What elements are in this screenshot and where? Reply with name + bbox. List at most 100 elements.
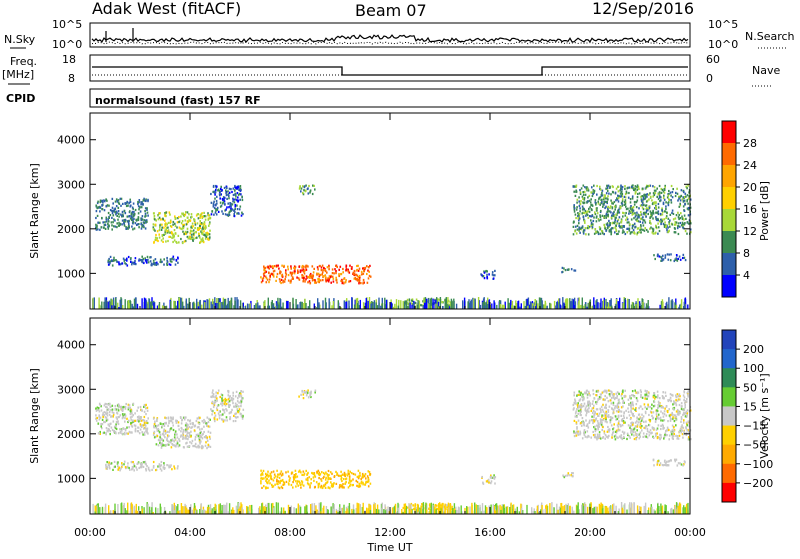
scatter-cell [122,433,124,435]
scatter-cell [616,397,618,399]
scatter-cell [638,220,640,222]
scatter-cell [412,300,414,302]
ground-scatter-cell [550,304,551,310]
ground-scatter-cell [396,299,397,309]
scatter-cell [101,208,103,210]
scatter-cell [158,424,160,426]
scatter-cell [263,277,265,279]
scatter-cell [616,395,618,397]
scatter-cell [620,196,622,198]
scatter-cell [628,197,630,199]
scatter-cell [643,224,645,226]
scatter-cell [307,482,309,484]
ground-scatter-cell [217,303,218,309]
scatter-cell [355,277,357,279]
ground-scatter-cell [384,298,385,309]
scatter-cell [612,186,614,188]
scatter-cell [488,479,490,481]
scatter-cell [629,187,631,189]
ground-scatter-cell [162,305,163,309]
scatter-cell [236,205,238,207]
scatter-cell [636,429,638,431]
scatter-cell [669,435,671,437]
scatter-cell [142,260,144,262]
scatter-cell [110,256,112,258]
scatter-cell [673,213,675,215]
scatter-cell [361,273,363,275]
scatter-cell [679,404,681,406]
scatter-cell [217,405,219,407]
scatter-cell [106,200,108,202]
scatter-cell [229,412,231,414]
scatter-cell [153,223,155,225]
scatter-cell [640,427,642,429]
ground-scatter-cell [247,304,248,310]
scatter-cell [106,461,108,463]
scatter-cell [118,409,120,411]
scatter-cell [362,476,364,478]
scatter-cell [599,431,601,433]
scatter-cell [133,221,135,223]
scatter-cell [673,426,675,428]
scatter-cell [591,410,593,412]
scatter-cell [310,189,312,191]
scatter-cell [356,269,358,271]
scatter-cell [368,266,370,268]
scatter-cell [203,212,205,214]
scatter-cell [620,206,622,208]
scatter-cell [171,419,173,421]
scatter-cell [210,396,212,398]
ground-scatter-cell [130,301,131,309]
ground-scatter-cell [344,300,345,309]
scatter-cell [658,206,660,208]
scatter-cell [236,391,238,393]
scatter-cell [333,482,335,484]
scatter-cell [97,206,99,208]
scatter-cell [97,215,99,217]
scatter-cell [596,194,598,196]
scatter-cell [136,410,138,412]
scatter-cell [576,421,578,423]
scatter-cell [633,229,635,231]
scatter-cell [236,212,238,214]
scatter-cell [493,274,495,276]
scatter-cell [197,426,199,428]
scatter-cell [615,224,617,226]
scatter-cell [639,221,641,223]
scatter-cell [585,436,587,438]
scatter-cell [601,201,603,203]
scatter-cell [603,224,605,226]
scatter-cell [305,185,307,187]
scatter-cell [659,230,661,232]
scatter-cell [176,433,178,435]
scatter-cell [621,393,623,395]
scatter-cell [137,416,139,418]
scatter-cell [660,419,662,421]
ground-scatter-cell [199,300,200,309]
scatter-cell [300,190,302,192]
scatter-cell [301,274,303,276]
scatter-cell [345,478,347,480]
scatter-cell [675,195,677,197]
scatter-cell [216,196,218,198]
scatter-cell [104,221,106,223]
scatter-cell [177,465,179,467]
scatter-cell [592,223,594,225]
scatter-cell [357,279,359,281]
scatter-cell [147,199,149,201]
scatter-cell [612,207,614,209]
scatter-cell [318,477,320,479]
scatter-cell [188,237,190,239]
scatter-cell [137,203,139,205]
scatter-cell [111,260,113,262]
scatter-cell [204,228,206,230]
scatter-cell [574,230,576,232]
scatter-cell [598,219,600,221]
scatter-cell [115,405,117,407]
scatter-cell [680,428,682,430]
scatter-cell [219,197,221,199]
scatter-cell [635,188,637,190]
scatter-cell [668,254,670,256]
scatter-cell [163,464,165,466]
scatter-cell [209,233,211,235]
